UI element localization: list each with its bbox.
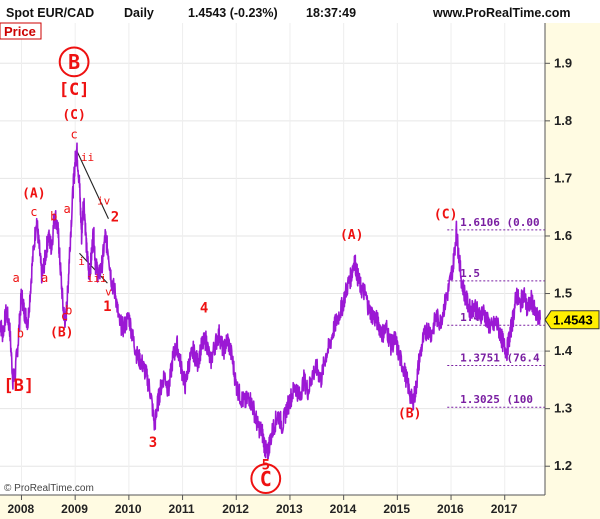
- grid-layer: [0, 23, 545, 495]
- wave-label: (A): [340, 228, 363, 243]
- wave-label-circle: [58, 46, 90, 78]
- wave-label: b: [17, 326, 24, 340]
- wave-label: a: [64, 202, 71, 216]
- y-tick-label: 1.9: [554, 55, 572, 70]
- x-tick-label: 2013: [276, 502, 303, 516]
- wave-label: c: [30, 205, 37, 219]
- wave-label: 3: [149, 435, 157, 451]
- y-axis-ticks: 1.2 1.3 1.4 1.5 1.6 1.7 1.8 1.9: [545, 55, 573, 473]
- wave-label: a: [41, 271, 48, 285]
- price-panel-tag: Price: [4, 24, 36, 39]
- x-axis-ticks: 2008 2009 2010 2011 2012 2013 2014 2015 2016 2017: [7, 495, 518, 516]
- wave-label: C: [260, 467, 272, 491]
- wave-label: iv: [97, 194, 111, 207]
- x-axis-panel: [0, 495, 600, 519]
- y-tick-label: 1.6: [554, 228, 572, 243]
- wave-label: (A): [22, 186, 45, 201]
- wave-label: [C]: [59, 80, 90, 100]
- symbol-title: Spot EUR/CAD: [6, 6, 94, 20]
- price-panel-tag-bg: [0, 22, 42, 40]
- wave-label: B: [68, 50, 80, 74]
- trendline: [79, 252, 108, 284]
- y-tick-label: 1.7: [554, 170, 572, 185]
- wave-label: (B): [398, 406, 421, 421]
- x-tick-label: 2016: [437, 502, 464, 516]
- y-tick-label: 1.4: [554, 343, 573, 358]
- wave-label: (C): [434, 208, 457, 223]
- fib-level-label: 1.3751 (76.4: [460, 351, 540, 364]
- fib-level-label: 1.5: [460, 267, 480, 280]
- wave-label: iii: [87, 272, 107, 285]
- last-price-value: 1.4543: [553, 312, 593, 327]
- y-tick-label: 1.8: [554, 113, 572, 128]
- wave-label: 5: [262, 458, 270, 474]
- x-tick-label: 2012: [222, 502, 249, 516]
- x-tick-label: 2014: [330, 502, 357, 516]
- wave-label: b: [65, 303, 72, 317]
- x-tick-label: 2017: [491, 502, 518, 516]
- wave-label: a: [12, 271, 19, 285]
- website-label: www.ProRealTime.com: [432, 6, 571, 20]
- wave-label: 2: [111, 210, 119, 226]
- wave-label: (B): [50, 326, 73, 341]
- x-tick-label: 2009: [61, 502, 88, 516]
- wave-label: ii: [81, 151, 94, 164]
- fib-level-label: 1.3025 (100: [460, 393, 533, 406]
- y-tick-label: 1.3: [554, 401, 572, 416]
- copyright-label: © ProRealTime.com: [4, 483, 94, 494]
- x-tick-label: 2010: [115, 502, 142, 516]
- last-price-badge: 1.4543: [544, 310, 600, 330]
- trendline: [75, 149, 109, 219]
- x-tick-label: 2008: [7, 502, 34, 516]
- wave-label: 4: [200, 301, 208, 317]
- wave-label: 1: [103, 299, 111, 315]
- wave-label: (C): [62, 108, 85, 123]
- wave-label: c: [70, 128, 77, 142]
- wave-label: v: [105, 285, 112, 298]
- y-axis-panel: [545, 23, 600, 495]
- trendlines: [75, 149, 109, 284]
- wave-label: c: [61, 309, 68, 323]
- x-tick-label: 2015: [383, 502, 410, 516]
- x-tick-label: 2011: [169, 502, 195, 516]
- clock-time: 18:37:49: [306, 6, 356, 20]
- price-series-line: [0, 142, 541, 461]
- y-tick-label: 1.5: [554, 286, 572, 301]
- fib-levels: 1.6106 (0.001.51.41.3751 (76.41.3025 (10…: [447, 216, 545, 408]
- last-change-readout: 1.4543 (-0.23%): [188, 6, 278, 20]
- wave-label: [B]: [3, 376, 34, 396]
- y-tick-label: 1.2: [554, 458, 572, 473]
- wave-label: b: [50, 209, 57, 223]
- wave-label: i: [78, 255, 85, 268]
- timeframe-label: Daily: [124, 6, 154, 20]
- fib-level-label: 1.6106 (0.00: [460, 216, 539, 229]
- chart-header: Spot EUR/CAD Daily 1.4543 (-0.23%) 18:37…: [6, 6, 571, 20]
- wave-label-circle: [250, 463, 282, 494]
